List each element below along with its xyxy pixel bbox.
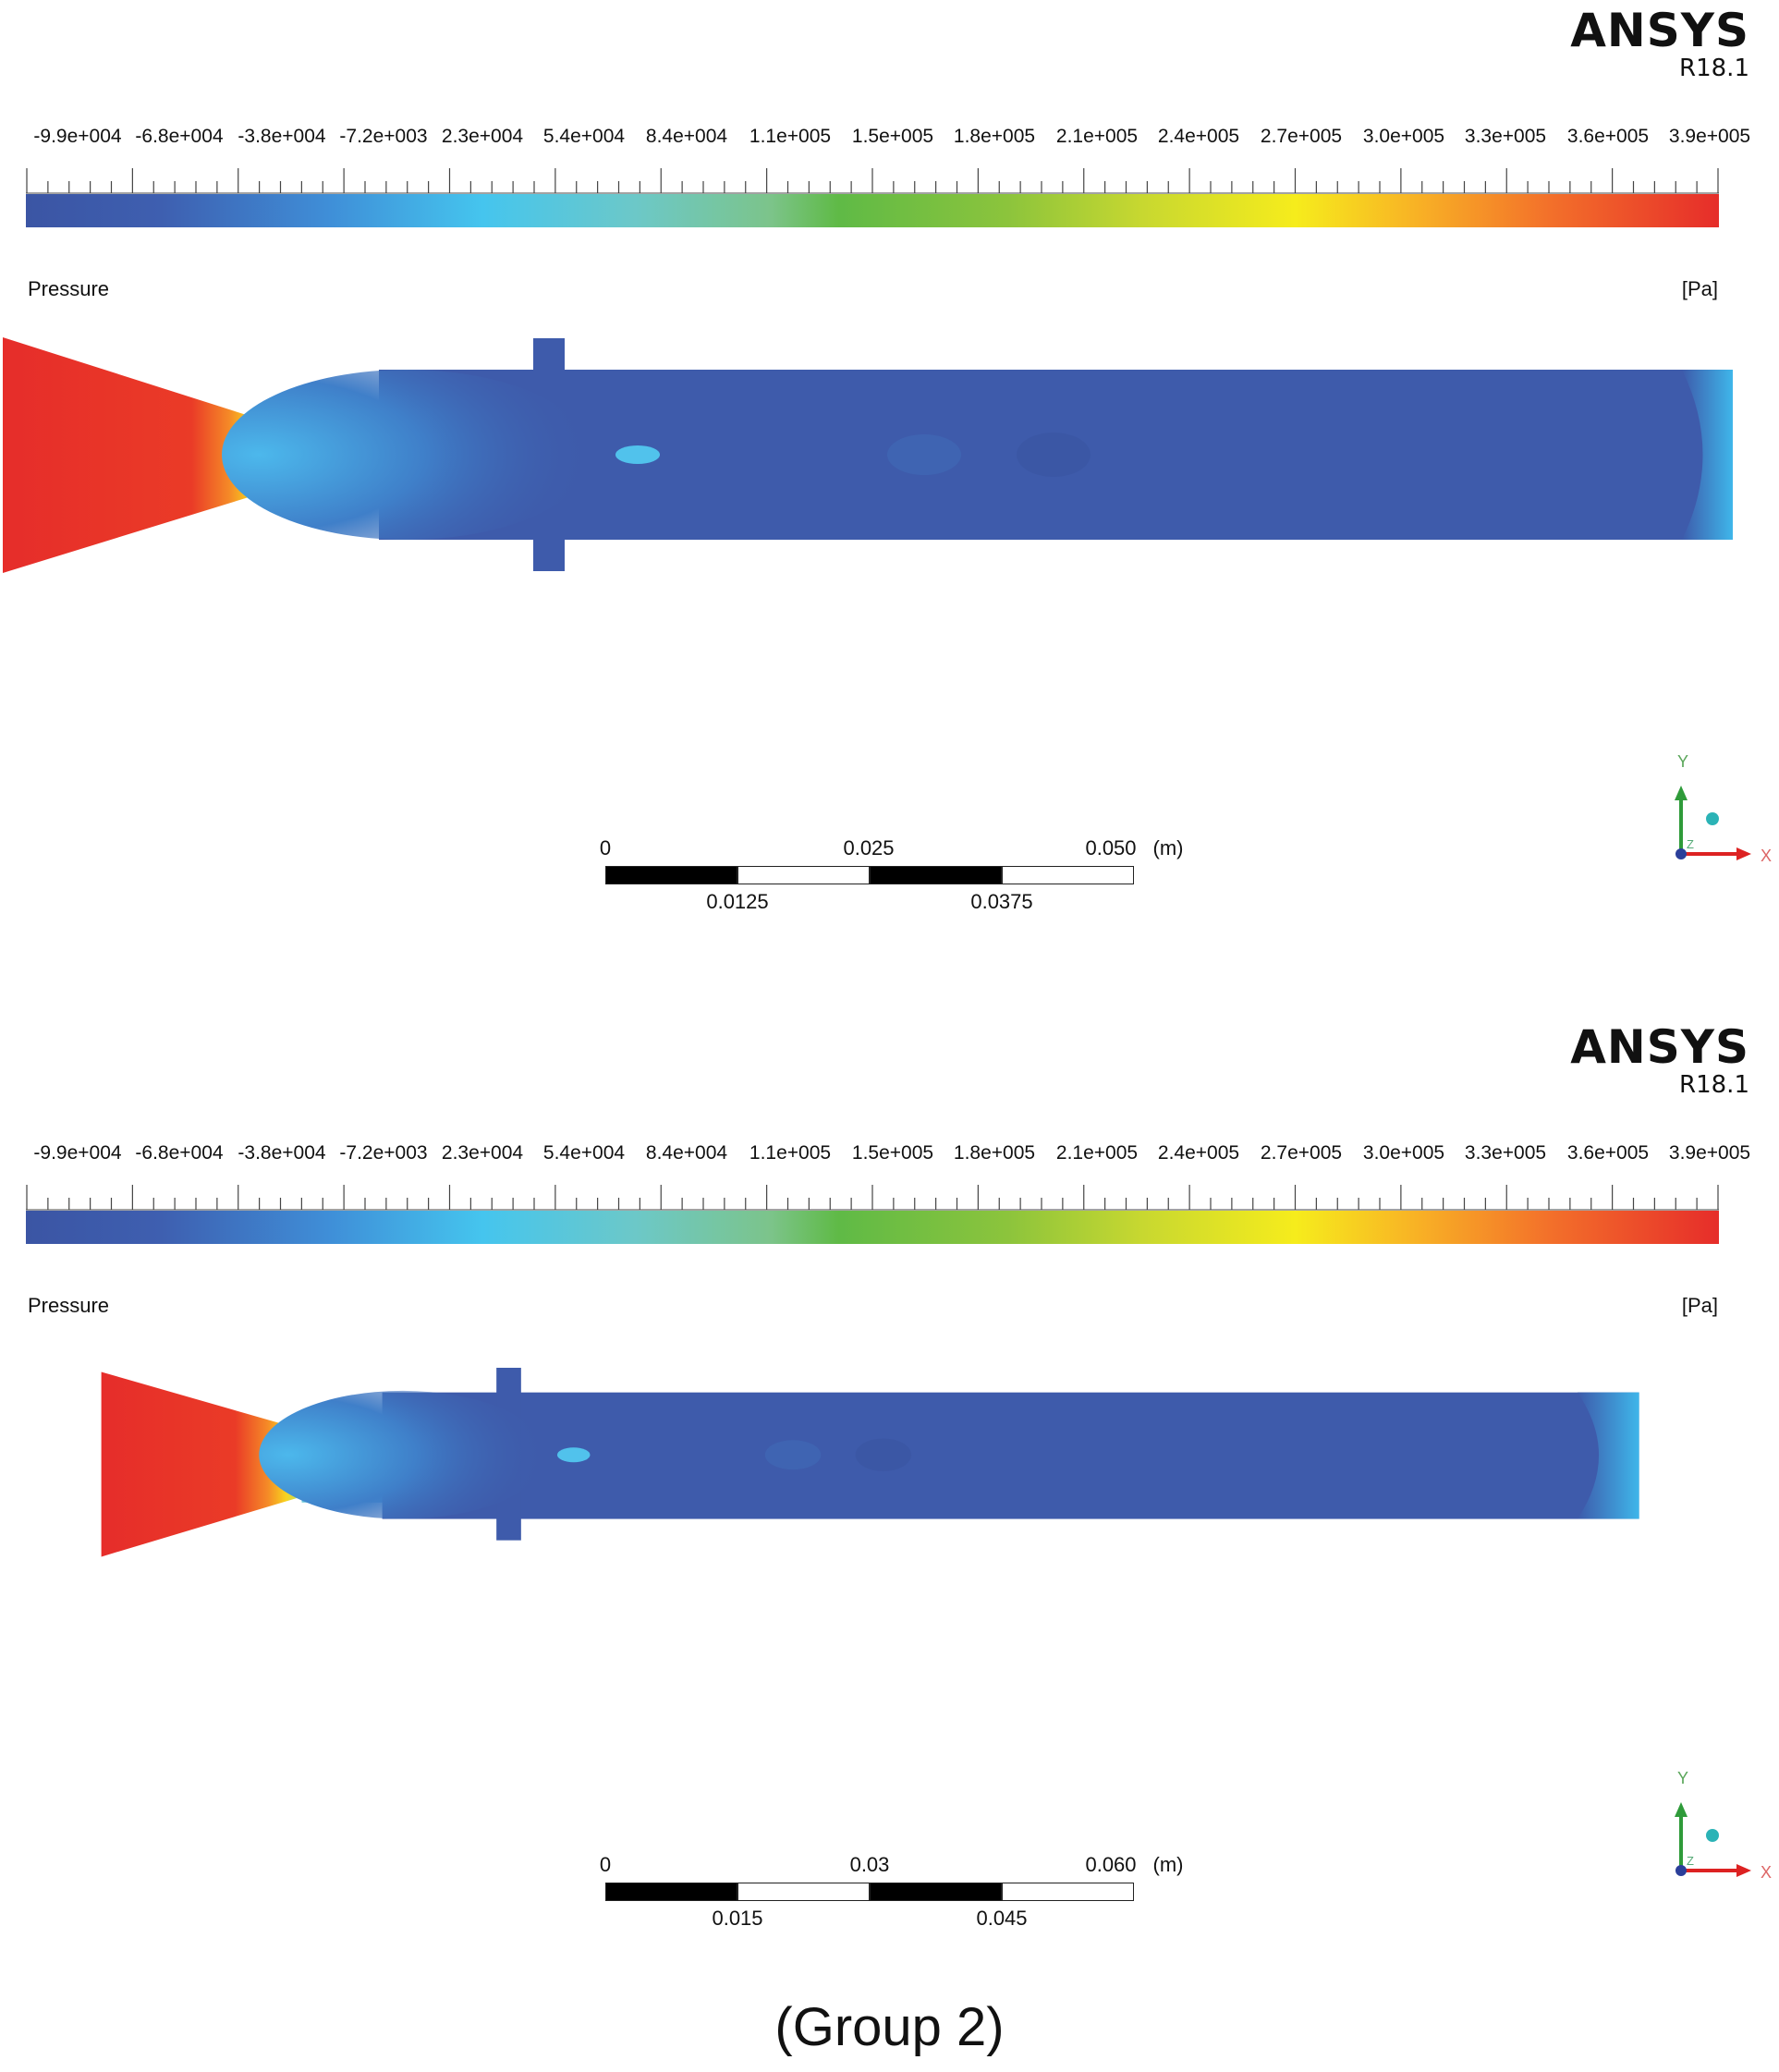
scale-segment [1002, 1883, 1134, 1901]
contour-panel-1: ANSYS R18.1 -9.9e+004 -6.8e+004 -3.8e+00… [0, 0, 1779, 970]
shock-cell [556, 1447, 591, 1463]
length-scale-bar: 0 0.03 0.060 (m) 0.015 0.045 [599, 1853, 1192, 1945]
scale-label-q1: 0.015 [712, 1907, 763, 1930]
shock-cell [615, 445, 660, 464]
legend-tick-label: 3.0e+005 [1362, 126, 1445, 147]
axis-triad-icon: Y X Z [1675, 1769, 1772, 1882]
legend-unit-label: [Pa] [1681, 277, 1718, 300]
legend-tick-label: 1.1e+005 [749, 126, 832, 147]
axis-triad-icon: Y X Z [1675, 752, 1772, 865]
legend-tick-label: 3.3e+005 [1464, 126, 1547, 147]
figure-caption: (Group 2) [774, 1997, 1005, 2057]
legend-tick-label: -3.8e+004 [238, 1142, 326, 1164]
pressure-colorbar [26, 194, 1719, 227]
expansion-plume [222, 370, 591, 540]
scale-label-end: 0.060 [1085, 1853, 1137, 1876]
legend-tick-label: 8.4e+004 [645, 1142, 728, 1164]
axis-y-label: Y [1677, 752, 1688, 771]
scale-label-mid: 0.025 [843, 836, 895, 859]
brand-version: R18.1 [1679, 55, 1749, 82]
axis-x-label: X [1761, 847, 1772, 865]
legend-tick-label: 3.9e+005 [1668, 1142, 1751, 1164]
scale-label-zero: 0 [599, 1853, 612, 1876]
scale-segment [605, 1883, 737, 1901]
legend-tick-labels: -9.9e+004 -6.8e+004 -3.8e+004 -7.2e+003 … [0, 1142, 1779, 1170]
legend-quantity-label: Pressure [28, 277, 110, 300]
pressure-contour-domain [3, 337, 1733, 573]
legend-tick-label: 1.8e+005 [953, 126, 1036, 147]
axis-x-label: X [1761, 1863, 1772, 1882]
pressure-contour-domain [101, 1368, 1639, 1557]
legend-tick-label: 5.4e+004 [542, 126, 626, 147]
legend-tick-label: 1.5e+005 [851, 1142, 934, 1164]
scale-segment [870, 866, 1002, 884]
scale-segment [737, 1883, 870, 1901]
legend-tick-label: -6.8e+004 [135, 126, 224, 147]
shock-cell [1017, 433, 1091, 477]
contour-panel-2: ANSYS R18.1 -9.9e+004 -6.8e+004 -3.8e+00… [0, 1017, 1779, 1987]
scale-label-unit: (m) [1152, 1853, 1184, 1876]
legend-tick-label: 2.7e+005 [1260, 1142, 1343, 1164]
shock-cell [855, 1438, 912, 1471]
scale-label-unit: (m) [1152, 836, 1184, 859]
scale-segment [737, 866, 870, 884]
scale-segment [870, 1883, 1002, 1901]
legend-tick-label: -9.9e+004 [33, 1142, 122, 1164]
legend-tick-label: -6.8e+004 [135, 1142, 224, 1164]
legend-tick-label: 5.4e+004 [542, 1142, 626, 1164]
legend-tick-label: 1.5e+005 [851, 126, 934, 147]
shock-cell [764, 1440, 822, 1470]
pressure-colorbar [26, 1211, 1719, 1244]
brand-name: ANSYS [1570, 4, 1749, 57]
scale-label-zero: 0 [599, 836, 612, 859]
axis-y-label: Y [1677, 1769, 1688, 1787]
legend-tick-label: 1.8e+005 [953, 1142, 1036, 1164]
length-scale-bar: 0 0.025 0.050 (m) 0.0125 0.0375 [599, 836, 1192, 929]
nozzle-inlet [3, 337, 273, 573]
ansys-logo: ANSYS R18.1 [1570, 6, 1749, 81]
nozzle-inlet [101, 1371, 305, 1557]
legend-tick-label: -7.2e+003 [339, 1142, 428, 1164]
legend-tick-label: 1.1e+005 [749, 1142, 832, 1164]
brand-name: ANSYS [1570, 1020, 1749, 1074]
outlet-region [1682, 370, 1733, 540]
legend-tick-label: 2.4e+005 [1157, 1142, 1240, 1164]
legend-tick-label: 2.7e+005 [1260, 126, 1343, 147]
legend-tick-label: 3.3e+005 [1464, 1142, 1547, 1164]
expansion-plume [259, 1390, 547, 1519]
legend-tick-label: 3.9e+005 [1668, 126, 1751, 147]
legend-tick-marks [26, 1185, 1719, 1211]
legend-tick-labels: -9.9e+004 -6.8e+004 -3.8e+004 -7.2e+003 … [0, 126, 1779, 153]
legend-tick-label: 2.3e+004 [441, 126, 524, 147]
scale-label-end: 0.050 [1085, 836, 1137, 859]
scale-label-q3: 0.045 [976, 1907, 1028, 1930]
legend-tick-label: 8.4e+004 [645, 126, 728, 147]
brand-version: R18.1 [1679, 1071, 1749, 1099]
scale-segment [1002, 866, 1134, 884]
legend-tick-label: 2.1e+005 [1055, 126, 1139, 147]
axis-z-label: Z [1687, 1854, 1694, 1868]
legend-quantity-label: Pressure [28, 1294, 110, 1317]
legend-tick-label: 2.3e+004 [441, 1142, 524, 1164]
ansys-logo: ANSYS R18.1 [1570, 1022, 1749, 1098]
legend-tick-label: -7.2e+003 [339, 126, 428, 147]
scale-label-q3: 0.0375 [970, 890, 1033, 913]
scale-label-mid: 0.03 [849, 1853, 890, 1876]
legend-tick-label: -9.9e+004 [33, 126, 122, 147]
legend-tick-label: 3.0e+005 [1362, 1142, 1445, 1164]
legend-unit-label: [Pa] [1681, 1294, 1718, 1317]
shock-cell [887, 434, 961, 475]
axis-z-label: Z [1687, 837, 1694, 851]
legend-tick-label: -3.8e+004 [238, 126, 326, 147]
scale-label-q1: 0.0125 [706, 890, 769, 913]
legend-tick-label: 2.1e+005 [1055, 1142, 1139, 1164]
scale-segment [605, 866, 737, 884]
legend-tick-marks [26, 168, 1719, 194]
legend-tick-label: 3.6e+005 [1566, 1142, 1650, 1164]
outlet-region [1577, 1392, 1639, 1519]
channel [382, 1392, 1639, 1519]
legend-tick-label: 3.6e+005 [1566, 126, 1650, 147]
legend-tick-label: 2.4e+005 [1157, 126, 1240, 147]
